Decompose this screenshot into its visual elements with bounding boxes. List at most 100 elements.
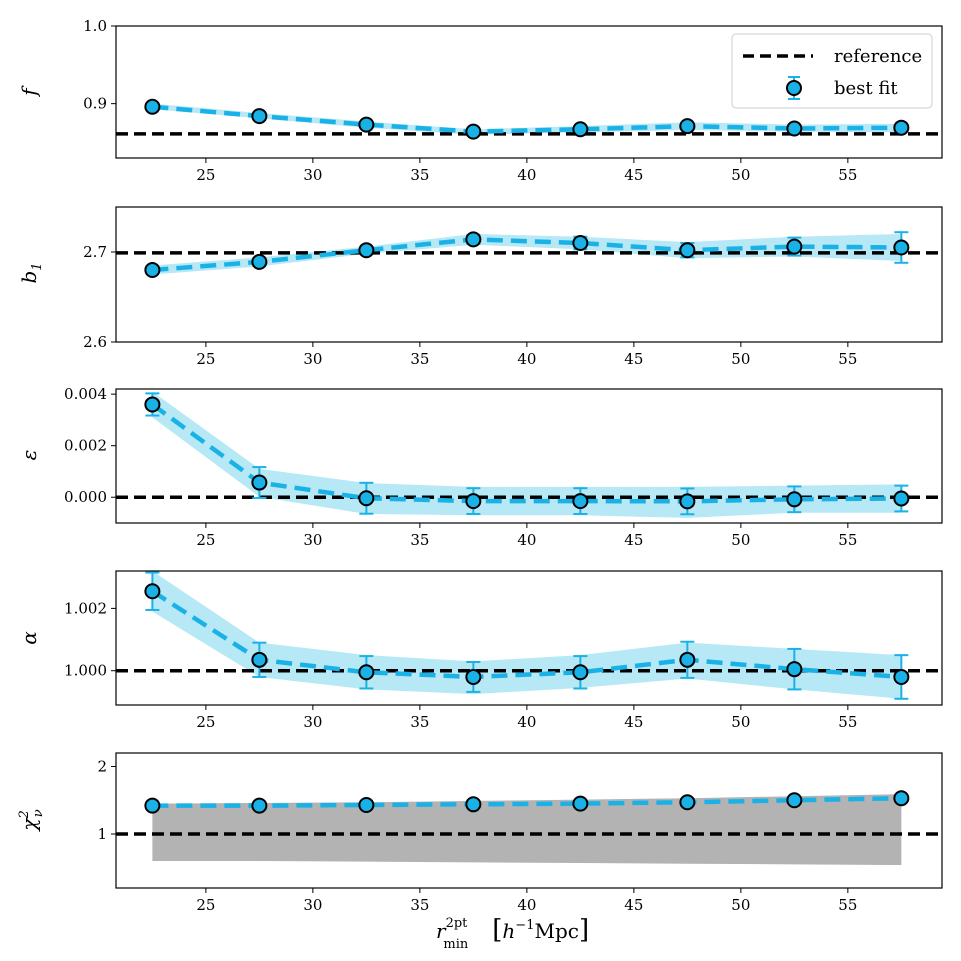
xlabel-unit-h: h <box>502 919 515 943</box>
alpha-ytick-label: 1.000 <box>64 662 107 680</box>
b1-series-line <box>152 237 902 273</box>
alpha-xtick-label: 55 <box>838 713 857 731</box>
alpha-series-line <box>151 589 902 680</box>
chi2-axes-frame <box>115 752 943 889</box>
f-xtick-label: 25 <box>196 166 215 184</box>
panel-f: 25 30 35 40 45 50 55 0.9 1.0 <box>83 17 943 184</box>
f-ytick-label: 1.0 <box>83 17 107 35</box>
chi2-xtick-label: 55 <box>838 896 857 914</box>
epsilon-xtick-label: 45 <box>624 531 643 549</box>
f-series-line <box>152 104 902 134</box>
chi2-series-line <box>152 795 902 808</box>
f-point <box>358 116 375 133</box>
epsilon-xtick-label: 40 <box>517 531 536 549</box>
ylabel-chi2-sup: 2 <box>17 810 32 819</box>
chi2-point <box>144 797 161 814</box>
legend-bestfit-marker <box>786 80 802 96</box>
epsilon-point <box>465 493 482 510</box>
legend: reference best fit <box>731 33 933 109</box>
alpha-point <box>572 664 589 681</box>
f-point <box>893 119 910 136</box>
legend-reference-label: reference <box>834 46 922 67</box>
f-xtick-label: 55 <box>838 166 857 184</box>
legend-box <box>731 33 933 109</box>
b1-xtick-label: 25 <box>196 350 215 368</box>
alpha-xtick-label: 45 <box>624 713 643 731</box>
alpha-xtick-label: 40 <box>517 713 536 731</box>
b1-axes-frame <box>115 206 943 343</box>
alpha-xtick-label: 50 <box>731 713 750 731</box>
alpha-band <box>152 571 902 699</box>
b1-point <box>893 239 910 256</box>
panel-alpha: 25 30 35 40 45 50 55 1.000 1.002 <box>64 570 943 731</box>
alpha-xtick-label: 25 <box>196 713 215 731</box>
b1-point <box>786 238 803 255</box>
f-xtick-label: 45 <box>624 166 643 184</box>
xlabel-bracket-open: [ <box>492 915 502 945</box>
f-point <box>679 118 696 135</box>
xlabel-main: r <box>436 919 447 943</box>
f-xtick-label: 30 <box>303 166 322 184</box>
ylabel-b1: b1 <box>17 262 45 283</box>
epsilon-point <box>786 491 803 508</box>
chi2-xtick-label: 45 <box>624 896 643 914</box>
f-xtick-label: 40 <box>517 166 536 184</box>
chi2-xtick-label: 25 <box>196 896 215 914</box>
chi2-point <box>786 792 803 809</box>
b1-xtick-label: 45 <box>624 350 643 368</box>
epsilon-xtick-label: 50 <box>731 531 750 549</box>
b1-point <box>358 242 375 259</box>
b1-point <box>679 242 696 259</box>
epsilon-point <box>893 490 910 507</box>
xlabel-sup: 2pt <box>446 916 469 931</box>
b1-ytick-label: 2.6 <box>83 333 107 351</box>
chi2-xtick-label: 50 <box>731 896 750 914</box>
f-ytick-label: 0.9 <box>83 95 107 113</box>
panel-epsilon: 25 30 35 40 45 50 55 0.000 0.002 0.004 <box>64 385 943 549</box>
chi2-xtick-label: 35 <box>410 896 429 914</box>
f-point <box>144 98 161 115</box>
ylabel-f: f <box>17 85 41 98</box>
xlabel-bracket-close: ] <box>579 915 589 945</box>
epsilon-xtick-label: 35 <box>410 531 429 549</box>
x-axis-label: r2pt min [h−1Mpc] <box>436 915 589 952</box>
ylabel-b1-main: b <box>17 271 41 284</box>
chi2-point <box>465 796 482 813</box>
epsilon-point <box>144 396 161 413</box>
b1-xtick-label: 55 <box>838 350 857 368</box>
f-plot-area <box>116 103 942 136</box>
alpha-point <box>251 651 268 668</box>
f-point <box>786 120 803 137</box>
chi2-point <box>251 797 268 814</box>
f-point <box>572 121 589 138</box>
alpha-xtick-label: 35 <box>410 713 429 731</box>
alpha-point <box>358 664 375 681</box>
alpha-point <box>786 661 803 678</box>
ylabel-chi2: χ2ν <box>17 809 46 832</box>
f-xtick-label: 50 <box>731 166 750 184</box>
f-point <box>251 108 268 125</box>
f-axes-frame <box>115 25 943 159</box>
chi2-ytick-label: 1 <box>97 825 107 843</box>
epsilon-ytick-label: 0.002 <box>64 437 107 455</box>
legend-bestfit-label: best fit <box>834 78 898 99</box>
alpha-point <box>893 668 910 685</box>
epsilon-xtick-label: 30 <box>303 531 322 549</box>
b1-point <box>251 253 268 270</box>
b1-xtick-label: 50 <box>731 350 750 368</box>
epsilon-ytick-label: 0.004 <box>64 385 107 403</box>
b1-band <box>152 234 902 275</box>
alpha-point <box>144 583 161 600</box>
ylabel-epsilon: ε <box>17 450 41 461</box>
b1-plot-area <box>116 234 942 275</box>
epsilon-ytick-label: 0.000 <box>64 488 107 506</box>
chi2-point <box>893 790 910 807</box>
epsilon-point <box>251 474 268 491</box>
ylabel-chi2-main: χ <box>17 817 41 833</box>
chi2-xtick-label: 30 <box>303 896 322 914</box>
chi2-point <box>679 794 696 811</box>
epsilon-point <box>679 493 696 510</box>
xlabel-unit-mpc: Mpc <box>534 919 578 943</box>
epsilon-axes-frame <box>115 388 943 524</box>
